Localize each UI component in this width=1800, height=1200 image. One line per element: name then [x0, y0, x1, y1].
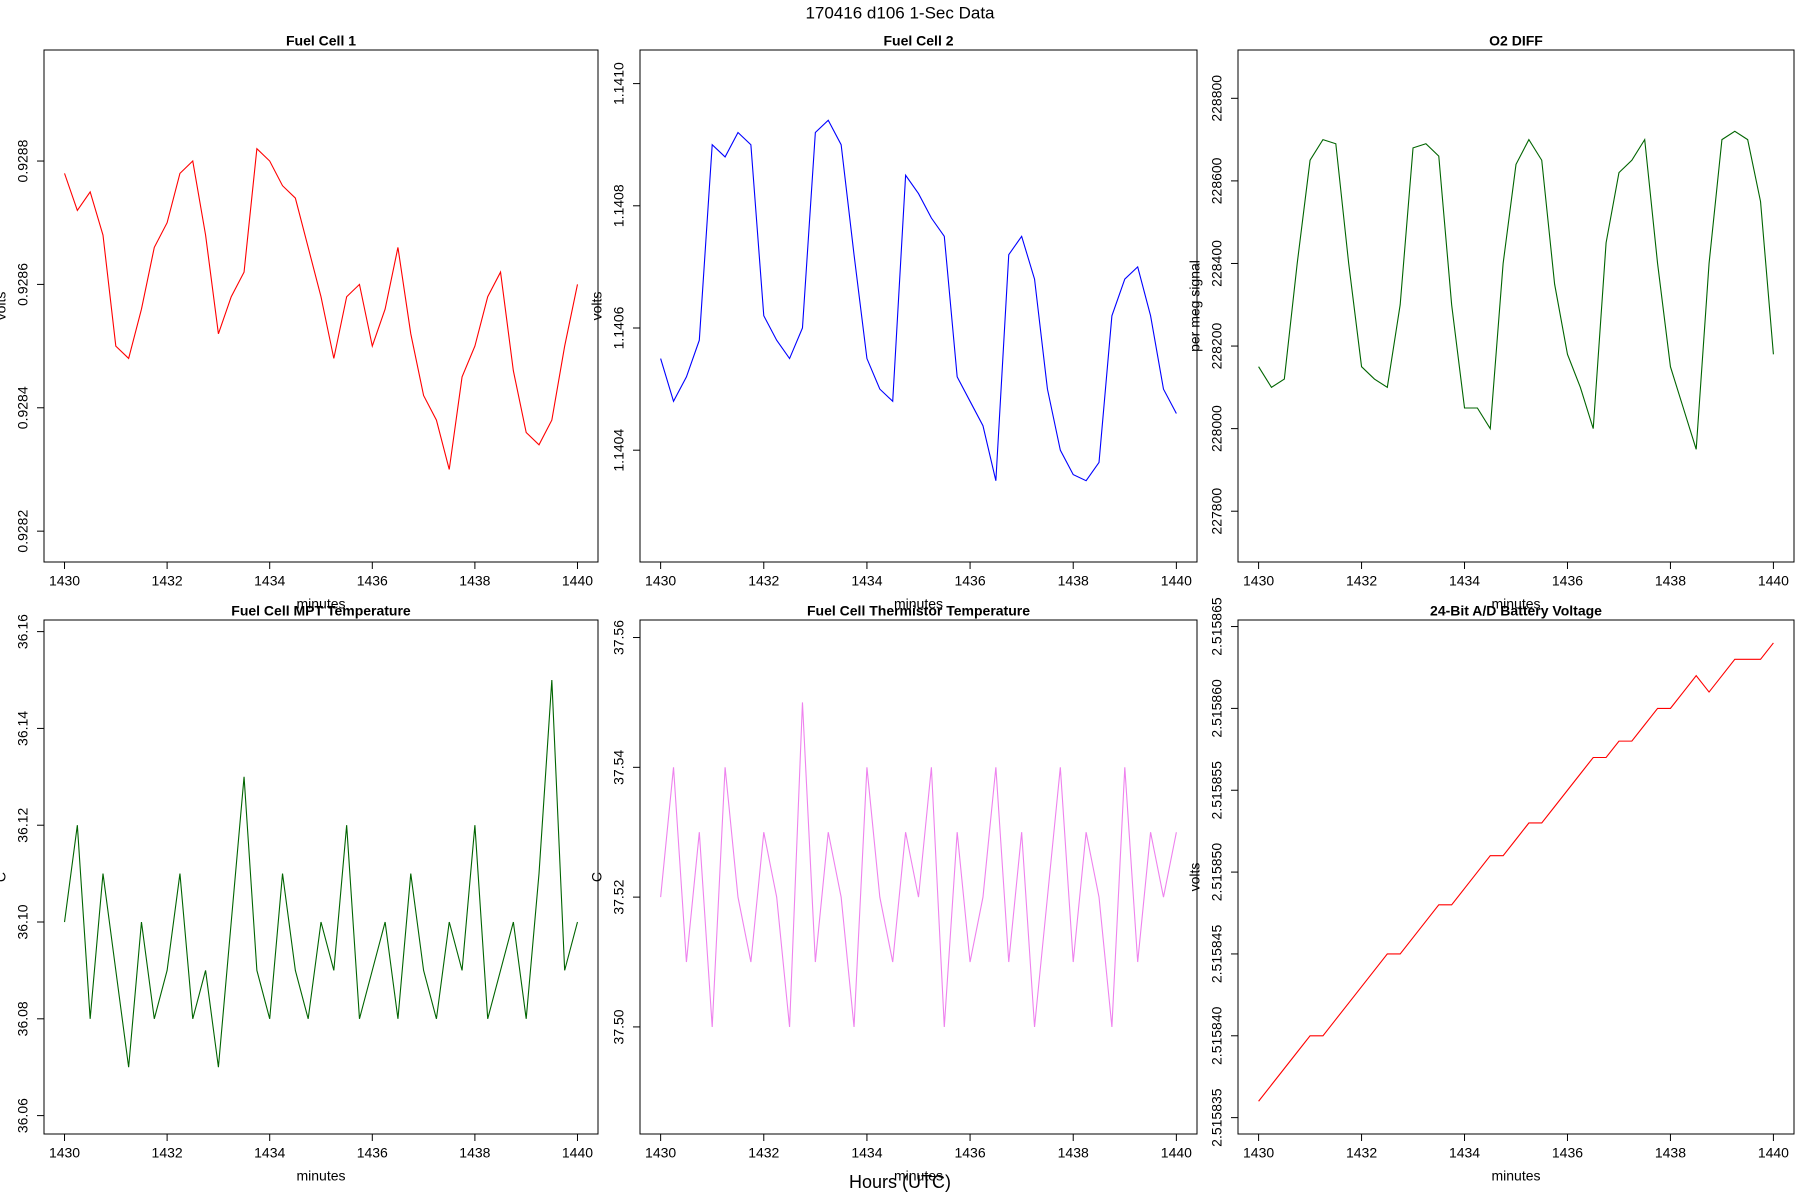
x-tick-label: 1438 [1058, 1145, 1089, 1161]
y-tick-label: 36.14 [15, 711, 31, 746]
y-axis-label: C [0, 872, 9, 882]
x-tick-label: 1438 [459, 1145, 490, 1161]
x-tick-label: 1434 [851, 1145, 882, 1161]
x-axis-label: minutes [1491, 1168, 1540, 1184]
panel-title: Fuel Cell 1 [286, 33, 356, 49]
panel-title: O2 DIFF [1489, 33, 1543, 49]
y-tick-label: 0.9284 [15, 386, 31, 429]
y-axis-label: per meg signal [1187, 260, 1203, 352]
x-tick-label: 1430 [1243, 573, 1274, 589]
x-axis-label: minutes [1491, 596, 1540, 612]
y-tick-label: 228800 [1209, 75, 1225, 122]
data-line [63, 679, 579, 1068]
y-tick-label: 1.1404 [611, 429, 627, 472]
x-tick-label: 1432 [152, 1145, 183, 1161]
x-tick-label: 1434 [1449, 573, 1480, 589]
y-axis-label: volts [0, 292, 9, 321]
x-tick-label: 1440 [1758, 573, 1789, 589]
x-tick-label: 1434 [254, 1145, 285, 1161]
y-axis-label: C [589, 872, 605, 882]
x-tick-label: 1432 [748, 573, 779, 589]
x-axis-label: minutes [894, 1168, 943, 1184]
y-tick-label: 1.1410 [611, 62, 627, 105]
y-tick-label: 0.9288 [15, 139, 31, 182]
x-tick-label: 1438 [1655, 1145, 1686, 1161]
y-tick-label: 36.06 [15, 1098, 31, 1133]
x-tick-label: 1432 [1346, 573, 1377, 589]
data-line [660, 702, 1177, 1027]
y-tick-label: 0.9282 [15, 510, 31, 553]
panel-title: Fuel Cell Thermistor Temperature [807, 603, 1030, 619]
y-axis-label: volts [589, 292, 605, 321]
x-tick-label: 1438 [1655, 573, 1686, 589]
x-tick-label: 1436 [954, 1145, 985, 1161]
x-tick-label: 1438 [459, 573, 490, 589]
x-tick-label: 1440 [1758, 1145, 1789, 1161]
y-tick-label: 2.515850 [1209, 843, 1225, 902]
x-axis-label: minutes [894, 596, 943, 612]
y-tick-label: 36.12 [15, 807, 31, 842]
x-tick-label: 1430 [645, 1145, 676, 1161]
x-tick-label: 1430 [49, 573, 80, 589]
y-tick-label: 2.515845 [1209, 925, 1225, 984]
x-tick-label: 1436 [357, 573, 388, 589]
x-axis-label: minutes [296, 596, 345, 612]
y-tick-label: 228400 [1209, 240, 1225, 287]
x-tick-label: 1432 [152, 573, 183, 589]
data-line [1258, 130, 1774, 450]
x-tick-label: 1432 [748, 1145, 779, 1161]
y-tick-label: 2.515860 [1209, 679, 1225, 738]
y-tick-label: 1.1406 [611, 306, 627, 349]
y-tick-label: 227800 [1209, 488, 1225, 535]
y-tick-label: 228000 [1209, 405, 1225, 452]
y-tick-label: 37.56 [611, 620, 627, 655]
panel-title: Fuel Cell 2 [883, 33, 953, 49]
y-tick-label: 2.515840 [1209, 1006, 1225, 1065]
x-axis-label: minutes [296, 1168, 345, 1184]
y-tick-label: 37.54 [611, 750, 627, 785]
y-tick-label: 1.1408 [611, 184, 627, 227]
y-tick-label: 36.10 [15, 904, 31, 939]
y-tick-label: 2.515835 [1209, 1088, 1225, 1147]
data-line [64, 147, 579, 470]
panel-title: Fuel Cell MPT Temperature [231, 603, 411, 619]
data-line [1258, 642, 1774, 1102]
x-tick-label: 1434 [254, 573, 285, 589]
x-tick-label: 1430 [645, 573, 676, 589]
y-tick-label: 37.50 [611, 1009, 627, 1044]
figure-x-label: Hours (UTC) [849, 1172, 951, 1192]
x-tick-label: 1432 [1346, 1145, 1377, 1161]
y-tick-label: 228600 [1209, 157, 1225, 204]
y-tick-label: 37.52 [611, 879, 627, 914]
x-tick-label: 1440 [1161, 1145, 1192, 1161]
y-tick-label: 36.08 [15, 1001, 31, 1036]
y-tick-label: 228200 [1209, 322, 1225, 369]
x-tick-label: 1440 [562, 1145, 593, 1161]
x-tick-label: 1436 [954, 573, 985, 589]
x-tick-label: 1440 [1161, 573, 1192, 589]
y-tick-label: 2.515855 [1209, 761, 1225, 820]
x-tick-label: 1436 [1552, 573, 1583, 589]
y-tick-label: 0.9286 [15, 263, 31, 306]
x-tick-label: 1436 [1552, 1145, 1583, 1161]
x-tick-label: 1434 [851, 573, 882, 589]
x-tick-label: 1430 [1243, 1145, 1274, 1161]
y-axis-label: volts [1187, 863, 1203, 892]
x-tick-label: 1438 [1058, 573, 1089, 589]
x-tick-label: 1440 [562, 573, 593, 589]
y-tick-label: 2.515865 [1209, 597, 1225, 656]
y-tick-label: 36.16 [15, 614, 31, 649]
figure-title: 170416 d106 1-Sec Data [805, 3, 995, 22]
x-tick-label: 1430 [49, 1145, 80, 1161]
data-line [660, 119, 1177, 482]
x-tick-label: 1434 [1449, 1145, 1480, 1161]
panel-title: 24-Bit A/D Battery Voltage [1430, 603, 1602, 619]
x-tick-label: 1436 [357, 1145, 388, 1161]
